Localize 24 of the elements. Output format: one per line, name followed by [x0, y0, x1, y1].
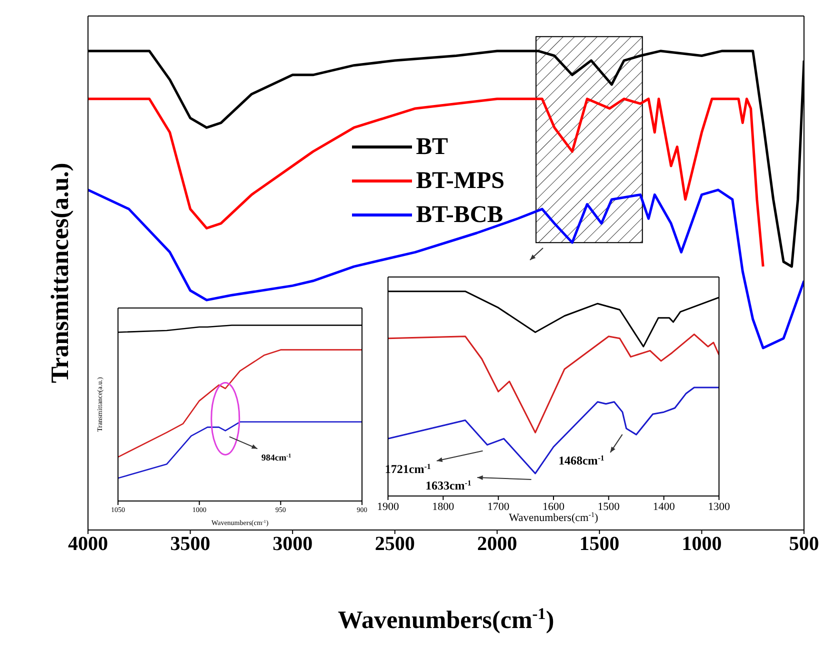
x-tick-label: 1500: [598, 500, 620, 513]
x-tick-label: 500: [789, 533, 819, 556]
x-tick-label: 1800: [432, 500, 455, 513]
x-tick-label: 3500: [170, 533, 210, 556]
legend-label: BT-MPS: [416, 168, 504, 194]
x-axis-title: Wavenumbers(cm$^{-1}$): [508, 511, 599, 524]
x-tick-label: 2500: [374, 533, 415, 556]
x-axis-title: Wavenumbers(cm$^{-1}$): [338, 605, 554, 634]
legend-label: BT-BCB: [416, 202, 504, 228]
x-tick-label: 2000: [477, 533, 518, 556]
x-tick-label: 1600: [542, 500, 565, 513]
x-tick-label: 3000: [272, 533, 313, 556]
x-tick-label: 1500: [579, 533, 620, 556]
annotation: 984cm$^{-1}$: [261, 452, 292, 463]
annotation: 1468cm$^{-1}$: [558, 452, 604, 468]
x-tick-label: 1700: [487, 500, 510, 513]
x-tick-label: 4000: [68, 533, 108, 556]
legend-label: BT: [416, 134, 448, 160]
x-tick-label: 1400: [652, 500, 676, 513]
annotation: 1633cm$^{-1}$: [425, 478, 472, 492]
x-tick-label: 1300: [708, 500, 730, 513]
x-tick-label: 1000: [682, 533, 722, 556]
y-axis-title: Transmittances(a.u.): [46, 162, 74, 384]
x-tick-label: 1900: [377, 500, 400, 513]
